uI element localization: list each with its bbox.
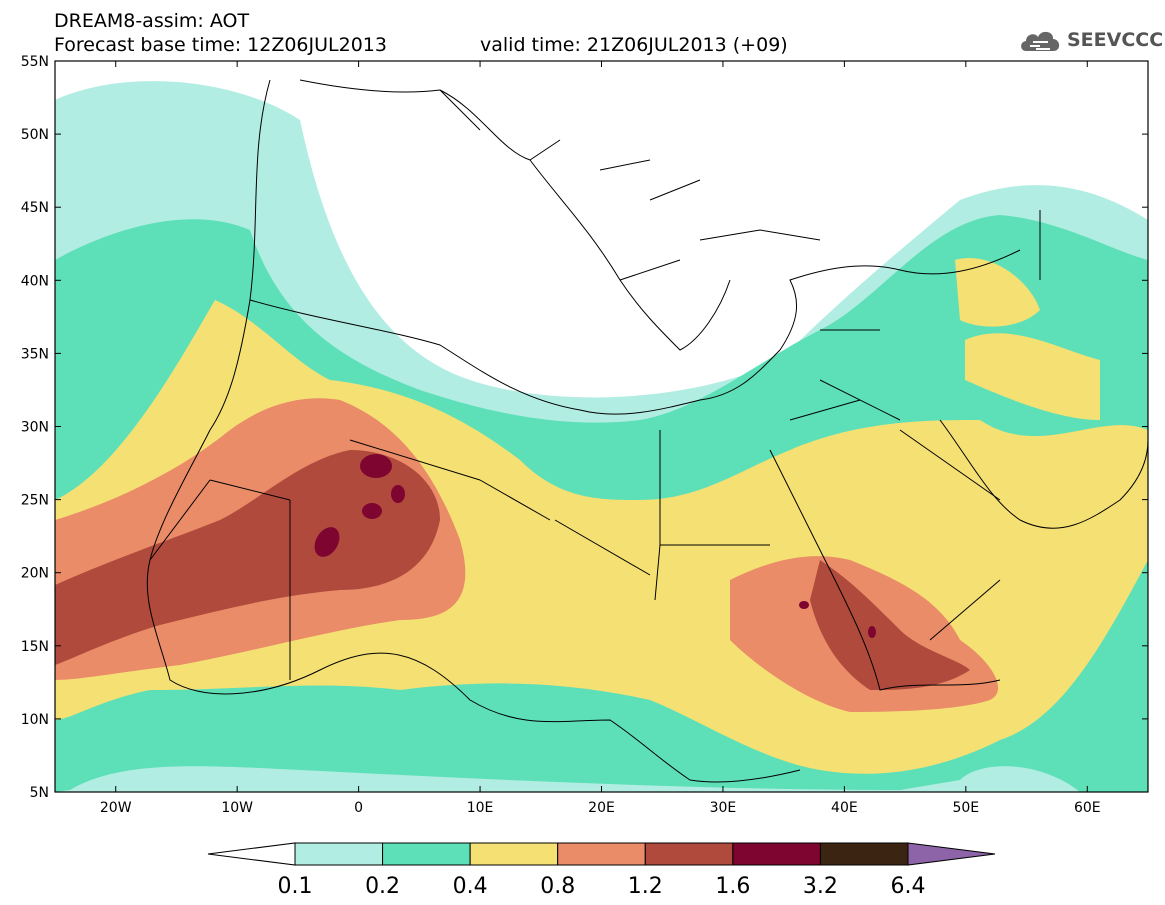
lat-label: 45N [21, 200, 49, 216]
cloud-icon [1021, 31, 1060, 51]
lon-label: 60E [1074, 800, 1101, 816]
colorbar-arrow-low [207, 842, 296, 866]
lon-label: 10W [221, 800, 253, 816]
product-title: DREAM8-assim: AOT [54, 10, 250, 32]
lon-label: 30E [710, 800, 737, 816]
colorbar-arrow-high [907, 842, 996, 866]
lat-label: 20N [21, 566, 49, 582]
colorbar-label: 0.4 [453, 874, 488, 899]
lon-label: 20W [100, 800, 132, 816]
colorbar-swatch [469, 842, 559, 866]
lon-label: 50E [952, 800, 979, 816]
lat-label: 30N [21, 420, 49, 436]
colorbar-swatch [644, 842, 734, 866]
lat-label: 5N [30, 785, 49, 801]
aot-field [55, 61, 1148, 792]
lon-label: 0 [354, 800, 363, 816]
lat-label: 25N [21, 493, 49, 509]
lon-label: 10E [467, 800, 494, 816]
lat-label: 40N [21, 273, 49, 289]
colorbar-swatch [557, 842, 646, 866]
colorbar: 0.1 0.2 0.4 0.8 1.2 1.6 3.2 6.4 [207, 842, 996, 899]
latitude-axis: 55N 50N 45N 40N 35N 30N 25N 20N 15N 10N 5N [21, 54, 1148, 801]
colorbar-swatch [294, 842, 384, 866]
valid-time: valid time: 21Z06JUL2013 (+09) [480, 34, 788, 56]
colorbar-swatch [819, 842, 909, 866]
lat-label: 55N [21, 54, 49, 70]
colorbar-label: 3.2 [803, 874, 838, 899]
colorbar-label: 6.4 [891, 874, 926, 899]
longitude-axis: 20W 10W 0 10E 20E 30E 40E 50E 60E [100, 61, 1101, 816]
colorbar-label: 1.6 [715, 874, 750, 899]
forecast-base-time: Forecast base time: 12Z06JUL2013 [54, 34, 387, 56]
colorbar-swatch [382, 842, 471, 866]
colorbar-swatch [732, 842, 821, 866]
lon-label: 20E [588, 800, 615, 816]
colorbar-label: 0.8 [540, 874, 575, 899]
logo-text: SEEVCCC [1067, 29, 1164, 51]
lat-label: 50N [21, 127, 49, 143]
colorbar-label: 0.1 [278, 874, 313, 899]
colorbar-label: 0.2 [365, 874, 400, 899]
lon-label: 40E [831, 800, 858, 816]
lat-label: 10N [21, 712, 49, 728]
lat-label: 35N [21, 346, 49, 362]
lat-label: 15N [21, 639, 49, 655]
colorbar-label: 1.2 [628, 874, 663, 899]
